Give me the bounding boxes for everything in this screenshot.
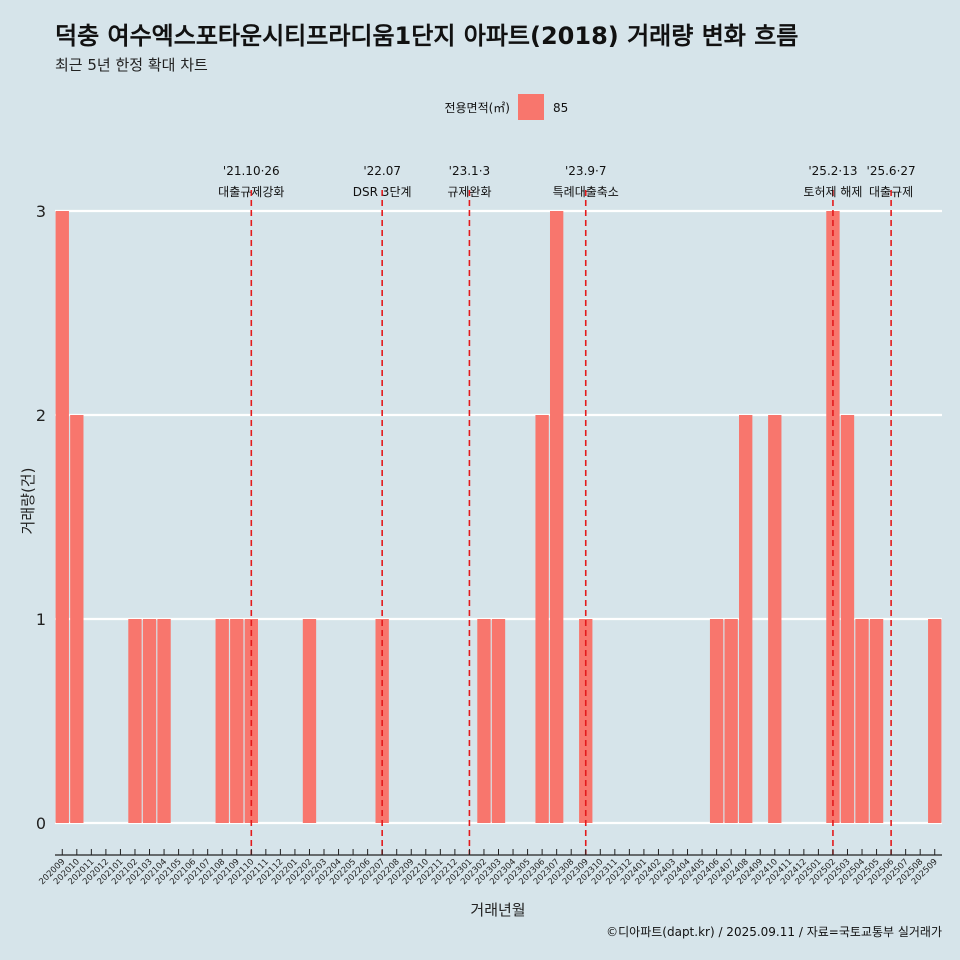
- legend-swatch: [518, 94, 544, 120]
- chart-subtitle: 최근 5년 한정 확대 차트: [55, 56, 208, 74]
- event-date: '23.1·3: [449, 164, 490, 178]
- y-axis-title: 거래량(건): [19, 468, 37, 535]
- event-date: '25.2·13: [808, 164, 857, 178]
- x-axis-title: 거래년월: [470, 901, 525, 919]
- y-tick-label: 0: [36, 814, 46, 833]
- y-tick-label: 3: [36, 202, 46, 221]
- y-tick-label: 1: [36, 610, 46, 629]
- bar: [855, 619, 869, 823]
- event-lines: '21.10·26 대출규제강화 '22.07 DSR 3단계 '23.1·3 규제완화 '…: [218, 164, 916, 855]
- event-label: 대출규제: [869, 185, 913, 199]
- bar: [768, 415, 782, 823]
- bar: [491, 619, 506, 823]
- bar: [230, 619, 244, 823]
- chart-title: 덕충 여수엑스포타운시티프라디움1단지 아파트(2018) 거래량 변화 흐름: [55, 22, 798, 50]
- bar: [128, 619, 142, 823]
- y-axis: 0 1 2 3: [36, 202, 46, 833]
- event-date: '25.6·27: [867, 164, 916, 178]
- event-date: '21.10·26: [223, 164, 280, 178]
- event-label: 토허제 해제: [803, 185, 862, 199]
- legend: 전용면적(㎡) 85: [444, 94, 568, 120]
- y-tick-label: 2: [36, 406, 46, 425]
- event-label: 규제완화: [447, 185, 491, 199]
- legend-label: 85: [553, 101, 568, 115]
- bar: [70, 415, 84, 823]
- bar: [739, 415, 753, 823]
- bar: [840, 415, 855, 823]
- bar: [142, 619, 157, 823]
- bar: [549, 211, 564, 823]
- bar: [157, 619, 171, 823]
- source-caption: ©디아파트(dapt.kr) / 2025.09.11 / 자료=국토교통부 실…: [606, 925, 942, 939]
- bar: [215, 619, 229, 823]
- bar: [869, 619, 884, 823]
- bar: [477, 619, 491, 823]
- bar: [302, 619, 317, 823]
- x-axis: 2020092020102020112020122021012021022021…: [37, 849, 942, 887]
- bars: [55, 211, 942, 823]
- bar: [55, 211, 69, 823]
- bar: [928, 619, 942, 823]
- event-date: '22.07: [363, 164, 401, 178]
- legend-title: 전용면적(㎡): [444, 101, 510, 115]
- bar: [535, 415, 549, 823]
- event-date: '23.9·7: [565, 164, 606, 178]
- bar: [826, 211, 840, 823]
- event-label: DSR 3단계: [353, 185, 412, 199]
- event-label: 대출규제강화: [218, 185, 284, 199]
- bar: [724, 619, 738, 823]
- bar: [709, 619, 724, 823]
- event-label: 특례대출축소: [553, 185, 619, 199]
